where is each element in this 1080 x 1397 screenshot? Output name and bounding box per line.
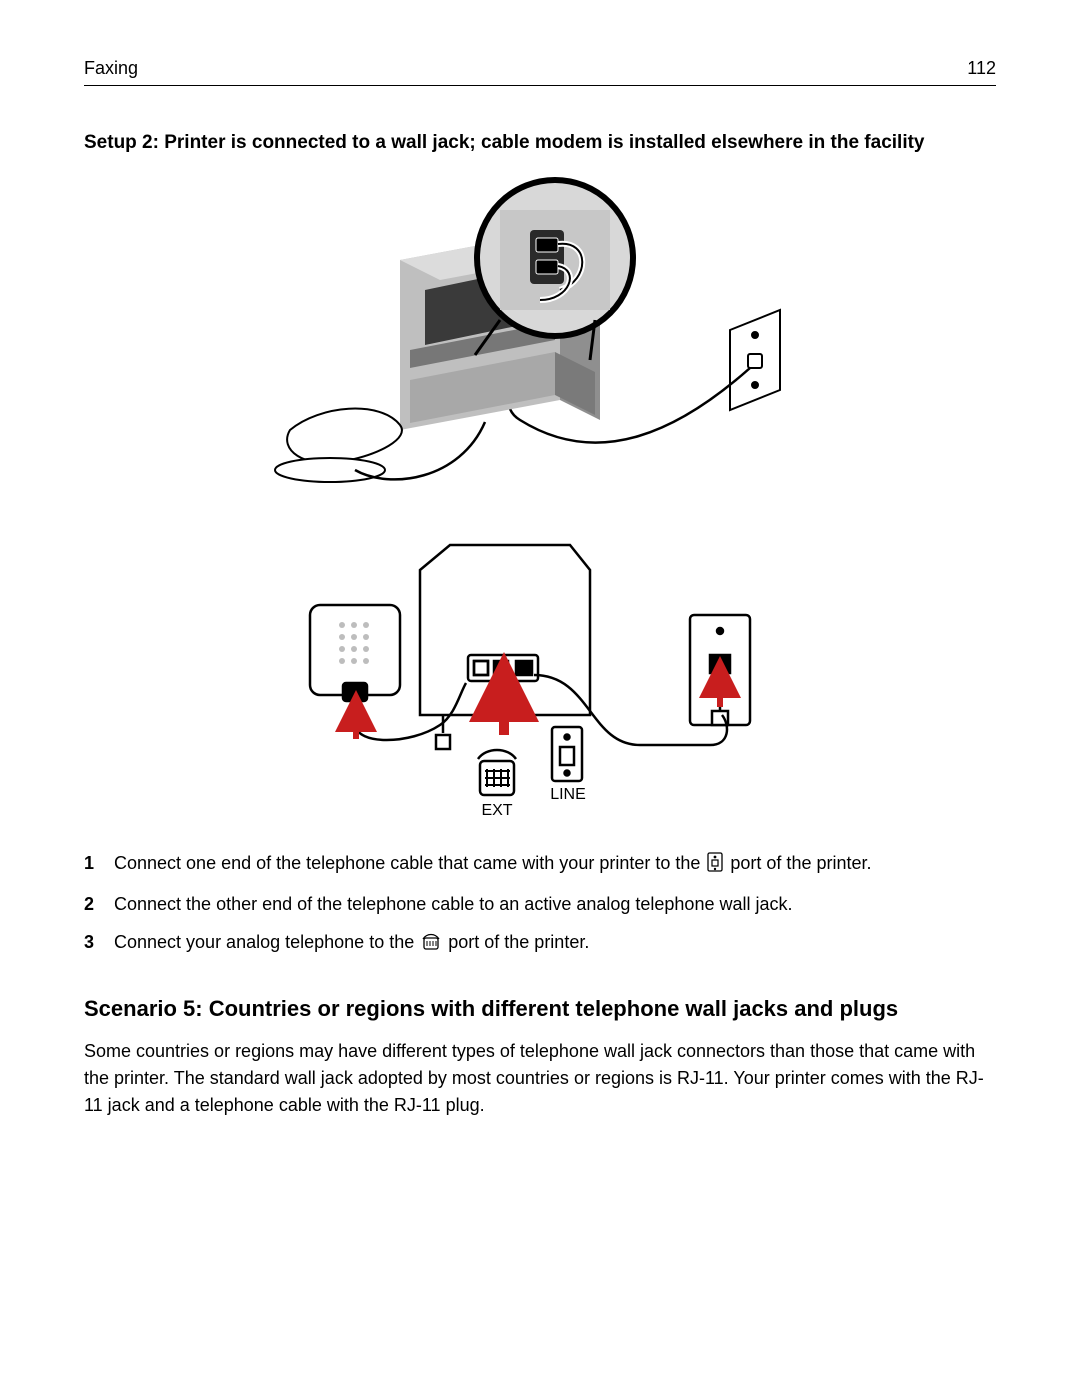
step-3-text-a: Connect your analog telephone to the <box>114 932 419 952</box>
page: Faxing 112 Setup 2: Printer is connected… <box>0 0 1080 1397</box>
step-2: Connect the other end of the telephone c… <box>84 891 996 919</box>
figure-2: LINE EXT <box>84 515 996 830</box>
step-1-text-a: Connect one end of the telephone cable t… <box>114 853 705 873</box>
setup-heading: Setup 2: Printer is connected to a wall … <box>84 132 996 154</box>
step-3: Connect your analog telephone to the por… <box>84 929 996 960</box>
step-3-text-b: port of the printer. <box>448 932 589 952</box>
line-port-icon <box>707 852 723 881</box>
setup-illustration <box>260 170 820 490</box>
step-1: Connect one end of the telephone cable t… <box>84 850 996 881</box>
connection-diagram: LINE EXT <box>290 515 790 825</box>
label-line: LINE <box>550 786 586 803</box>
scenario-body: Some countries or regions may have diffe… <box>84 1038 996 1119</box>
ext-port-icon <box>421 932 441 960</box>
step-1-text-b: port of the printer. <box>730 853 871 873</box>
header-page-number: 112 <box>967 58 996 79</box>
label-ext: EXT <box>481 802 512 819</box>
figure-1 <box>84 170 996 495</box>
running-header: Faxing 112 <box>84 58 996 86</box>
steps-list: Connect one end of the telephone cable t… <box>84 850 996 960</box>
scenario-heading: Scenario 5: Countries or regions with di… <box>84 996 996 1022</box>
header-section: Faxing <box>84 58 138 79</box>
